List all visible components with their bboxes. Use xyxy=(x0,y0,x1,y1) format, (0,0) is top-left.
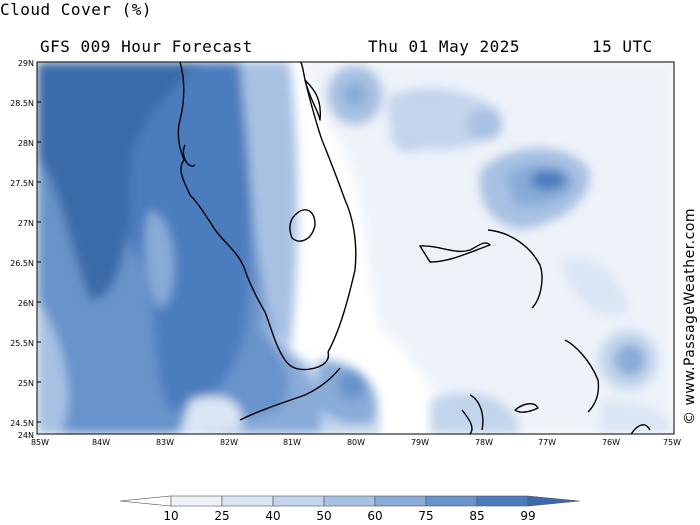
colorbar-label: 99 xyxy=(520,509,536,523)
longitude-axis: 85W 84W 83W 82W 81W 80W 79W 78W 77W 76W … xyxy=(31,438,681,447)
lat-tick-label: 26N xyxy=(18,299,34,308)
coastline-outline xyxy=(177,62,651,434)
colorbar-segment xyxy=(476,495,529,507)
colorbar-segment xyxy=(272,495,325,507)
lon-tick-label: 81W xyxy=(283,438,301,447)
colorbar-label: 25 xyxy=(214,509,230,523)
lat-tick-label: 28.5N xyxy=(10,99,34,108)
colorbar-segment xyxy=(221,495,274,507)
lat-tick-label: 24N xyxy=(18,431,34,440)
chart-title: Cloud Cover (%) xyxy=(0,0,152,19)
lon-tick-label: 77W xyxy=(538,438,556,447)
colorbar xyxy=(119,495,581,507)
lat-tick-label: 25N xyxy=(18,379,34,388)
colorbar-segment xyxy=(425,495,478,507)
lat-tick-label: 25.5N xyxy=(10,339,34,348)
lon-tick-label: 75W xyxy=(663,438,681,447)
lat-tick-label: 26.5N xyxy=(10,259,34,268)
forecast-date: Thu 01 May 2025 xyxy=(368,37,520,56)
lon-tick-label: 85W xyxy=(31,438,49,447)
lon-tick-label: 76W xyxy=(602,438,620,447)
colorbar-segment xyxy=(374,495,427,507)
colorbar-label: 10 xyxy=(163,509,179,523)
colorbar-segment xyxy=(170,495,223,507)
lat-tick-label: 27N xyxy=(18,219,34,228)
colorbar-segment xyxy=(527,495,581,507)
colorbar-label: 40 xyxy=(265,509,281,523)
lat-tick-label: 24.5N xyxy=(10,419,34,428)
map-frame xyxy=(36,61,675,435)
lat-tick-label: 27.5N xyxy=(10,179,34,188)
forecast-time: 15 UTC xyxy=(592,37,653,56)
grid-ticks xyxy=(37,101,41,423)
colorbar-label: 50 xyxy=(316,509,332,523)
lon-tick-label: 84W xyxy=(92,438,110,447)
lon-tick-label: 82W xyxy=(220,438,238,447)
lat-tick-label: 29N xyxy=(18,59,34,68)
credit-text: © www.PassageWeather.com xyxy=(682,208,698,425)
lat-tick-label: 28N xyxy=(18,139,34,148)
lon-tick-label: 79W xyxy=(411,438,429,447)
lon-tick-label: 80W xyxy=(347,438,365,447)
colorbar-label: 85 xyxy=(469,509,485,523)
lon-tick-label: 83W xyxy=(156,438,174,447)
lon-tick-label: 78W xyxy=(475,438,493,447)
forecast-subtitle: GFS 009 Hour Forecast xyxy=(40,37,253,56)
latitude-axis: 29N 28.5N 28N 27.5N 27N 26.5N 26N 25.5N … xyxy=(10,59,34,440)
colorbar-segment xyxy=(323,495,376,507)
colorbar-label: 60 xyxy=(367,509,383,523)
colorbar-label: 75 xyxy=(418,509,434,523)
cloud-cover-field xyxy=(37,62,674,434)
colorbar-segment xyxy=(119,495,172,507)
